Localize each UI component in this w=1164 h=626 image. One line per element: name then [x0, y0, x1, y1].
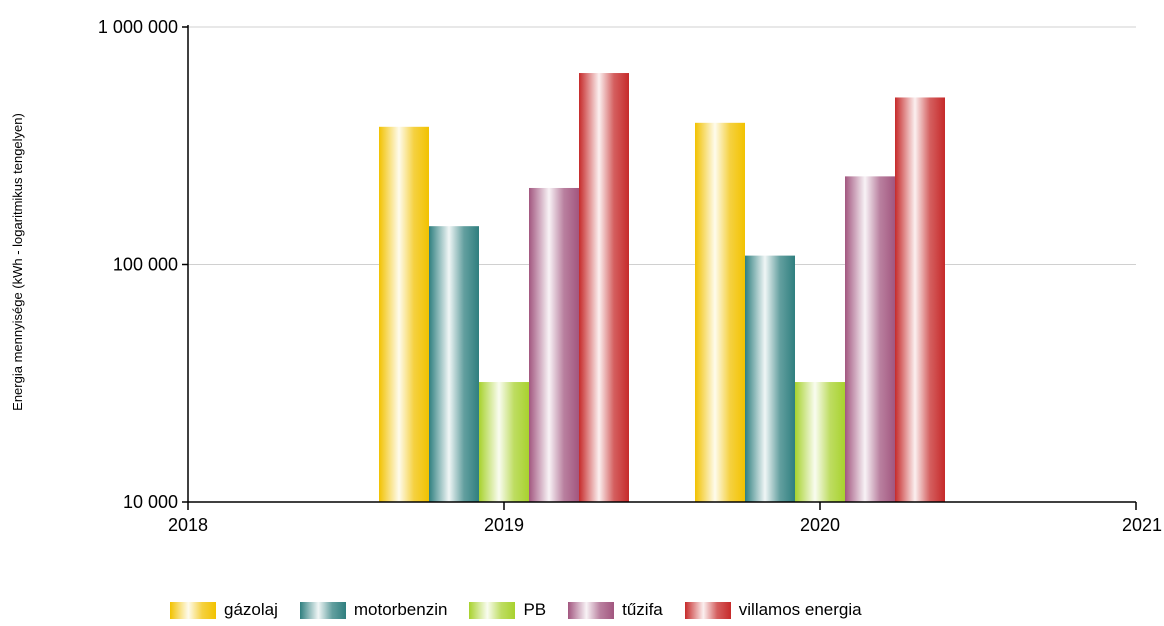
legend-swatch: [170, 601, 216, 619]
legend-label: tűzifa: [622, 600, 663, 619]
bar-gázolaj-2019: [379, 126, 429, 503]
axes: 10 000 100 000 1 000 000 2018 2019 2020 2021: [98, 17, 1162, 535]
bar-villamos-energia-2019: [579, 73, 629, 502]
bar-tűzifa-2019: [529, 187, 579, 503]
bar-PB-2020: [795, 382, 845, 502]
bar-motorbenzin-2020: [745, 255, 795, 502]
bars: [379, 73, 945, 503]
legend-swatch: [568, 601, 615, 619]
legend-item: PB: [469, 600, 546, 620]
grid-lines: [188, 26, 1136, 265]
legend-label: gázolaj: [224, 600, 278, 619]
x-tick-label: 2021: [1122, 515, 1162, 535]
legend-label: PB: [523, 600, 547, 619]
x-tick-label: 2019: [484, 515, 524, 535]
legend-item: motorbenzin: [299, 600, 448, 620]
legend-label: villamos energia: [738, 600, 862, 619]
legend-swatch: [469, 601, 516, 619]
bar-villamos-energia-2020: [895, 97, 945, 503]
bar-motorbenzin-2019: [429, 226, 479, 502]
legend-row: gázolaj motorbenzin PB tűzifa villamos energ…: [170, 600, 884, 620]
bar-tűzifa-2020: [845, 176, 895, 502]
x-tick-label: 2018: [168, 515, 208, 535]
y-axis-label: Energia mennyisége (kWh - logaritmikus t…: [10, 113, 25, 411]
legend-swatch: [684, 601, 731, 619]
x-tick-label: 2020: [800, 515, 840, 535]
legend-swatch: [299, 601, 346, 619]
y-tick-label: 100 000: [113, 255, 178, 275]
legend-item: tűzifa: [568, 600, 663, 620]
legend-item: gázolaj: [170, 600, 278, 620]
legend-label: motorbenzin: [353, 600, 448, 619]
y-tick-label: 1 000 000: [98, 17, 178, 37]
bar-gázolaj-2020: [695, 122, 745, 502]
legend-item: villamos energia: [684, 600, 862, 620]
bar-PB-2019: [479, 382, 529, 502]
y-tick-label: 10 000: [123, 492, 178, 512]
